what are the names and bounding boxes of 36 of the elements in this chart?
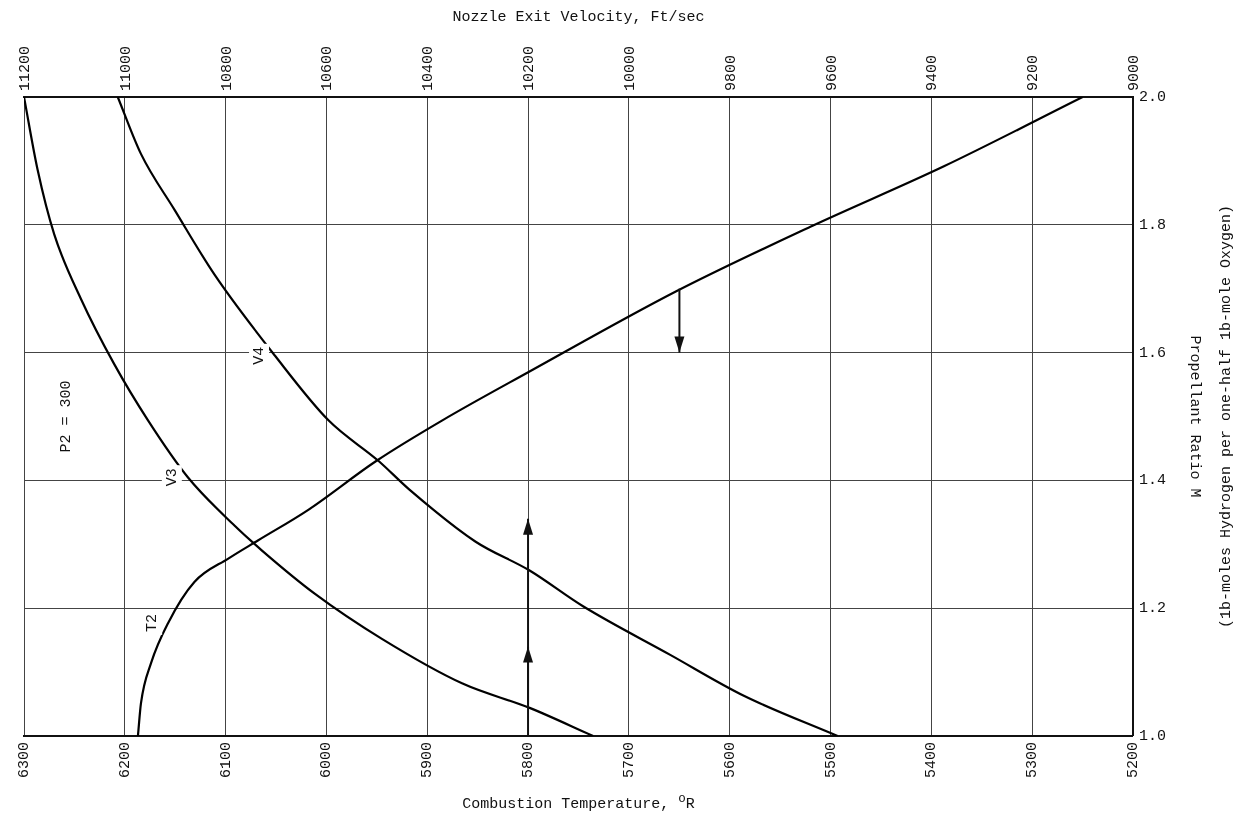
x-tick-label: 5900 bbox=[419, 741, 437, 779]
x2-tick-label: 9800 bbox=[722, 54, 740, 92]
x-tick-label: 6000 bbox=[318, 741, 336, 779]
y-tick-label: 1.4 bbox=[1139, 472, 1167, 490]
y-tick-label: 1.2 bbox=[1139, 600, 1167, 618]
x-tick-label: 5600 bbox=[721, 741, 739, 779]
y-tick-label: 1.0 bbox=[1139, 727, 1167, 745]
x-tick-label: 5300 bbox=[1024, 741, 1042, 779]
x-tick-label: 5700 bbox=[620, 741, 638, 779]
text: V4 bbox=[251, 346, 269, 365]
x2-tick-label: 9600 bbox=[823, 54, 841, 92]
x2-tick-label: 9200 bbox=[1025, 54, 1043, 92]
x2-tick-label: 10600 bbox=[319, 45, 337, 92]
text: T2 bbox=[144, 613, 162, 632]
x2-tick-label: 10400 bbox=[420, 45, 438, 92]
x-tick-label: 5400 bbox=[923, 741, 941, 779]
x-tick-label: 6100 bbox=[217, 741, 235, 779]
annotation: P2 = 300 bbox=[57, 380, 75, 453]
x2-tick-label: 11000 bbox=[117, 45, 135, 92]
y-tick-label: 1.6 bbox=[1139, 344, 1167, 362]
x-tick-label: 6300 bbox=[15, 741, 33, 779]
x-tick-label: 5200 bbox=[1124, 741, 1142, 779]
x2-tick-label: 9400 bbox=[924, 54, 942, 92]
text: (1b-moles Hydrogen per one-half 1b-mole Oxygen) bbox=[1217, 204, 1235, 629]
x2-tick-label: 10000 bbox=[621, 45, 639, 92]
x-tick-label: 5500 bbox=[822, 741, 840, 779]
x2-axis-title: Nozzle Exit Velocity, Ft/sec bbox=[452, 8, 705, 26]
text: V3 bbox=[163, 468, 181, 487]
y-tick-label: 1.8 bbox=[1139, 216, 1167, 234]
x-axis-title: Combustion Temperature, $^{o}$R bbox=[461, 792, 696, 813]
x-tick-label: 5800 bbox=[520, 741, 538, 779]
x2-tick-label: 11200 bbox=[16, 45, 34, 92]
x-tick-label: 6200 bbox=[116, 741, 134, 779]
x2-tick-label: 10200 bbox=[521, 45, 539, 92]
x2-tick-label: 10800 bbox=[218, 45, 236, 92]
y-axis-title: Propellant Ratio M bbox=[1186, 335, 1204, 498]
